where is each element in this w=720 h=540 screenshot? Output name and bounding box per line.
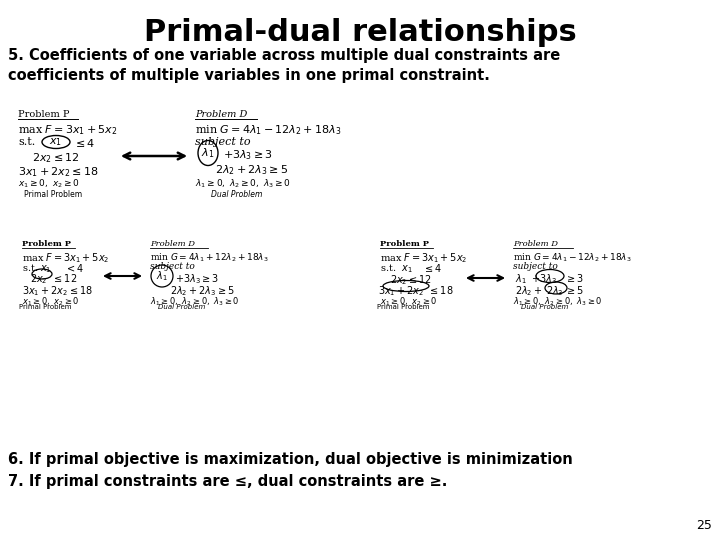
Text: subject to: subject to [195,137,251,147]
Text: $\lambda_1 \geq 0,\ \lambda_2 \geq 0,\ \lambda_3 \geq 0$: $\lambda_1 \geq 0,\ \lambda_2 \geq 0,\ \… [150,295,239,307]
Text: Primal Problem: Primal Problem [24,190,82,199]
Text: $\leq 4$: $\leq 4$ [423,262,443,274]
Text: $x_1$: $x_1$ [50,136,63,148]
Text: max $F = 3x_1 + 5x_2$: max $F = 3x_1 + 5x_2$ [18,123,117,137]
Text: $3x_1 + 2x_2 \leq 18$: $3x_1 + 2x_2 \leq 18$ [22,284,93,298]
Text: $2\lambda_2 +$: $2\lambda_2 +$ [515,284,543,298]
Text: s.t.: s.t. [18,137,35,147]
Text: $2x_2 \leq 12$: $2x_2 \leq 12$ [32,151,80,165]
Text: subject to: subject to [150,262,194,271]
Text: Problem D: Problem D [513,240,558,248]
Text: $2x_2 \leq 12$: $2x_2 \leq 12$ [390,273,432,287]
Text: min $G = 4\lambda_1 + 12\lambda_2 + 18\lambda_3$: min $G = 4\lambda_1 + 12\lambda_2 + 18\l… [150,251,269,264]
Text: 7. If primal constraints are ≤, dual constraints are ≥.: 7. If primal constraints are ≤, dual con… [8,474,447,489]
Text: $x_1 \geq 0,\ x_2 \geq 0$: $x_1 \geq 0,\ x_2 \geq 0$ [380,295,438,307]
Text: max $F = 3x_1 + 5x_2$: max $F = 3x_1 + 5x_2$ [22,251,109,265]
Text: min $G = 4\lambda_1 - 12\lambda_2 + 18\lambda_3$: min $G = 4\lambda_1 - 12\lambda_2 + 18\l… [195,123,341,137]
Text: Dual Problem: Dual Problem [158,304,206,310]
Text: Problem P: Problem P [22,240,71,248]
Text: Dual Problem: Dual Problem [521,304,569,310]
Text: 6. If primal objective is maximization, dual objective is minimization: 6. If primal objective is maximization, … [8,452,572,467]
Text: $\geq 5$: $\geq 5$ [565,284,585,296]
Text: $2\lambda_2 + 2\lambda_3 \geq 5$: $2\lambda_2 + 2\lambda_3 \geq 5$ [215,163,288,177]
Text: s.t.  $x_1$: s.t. $x_1$ [380,262,413,275]
Text: Primal Problem: Primal Problem [377,304,429,310]
Text: $\leq 18$: $\leq 18$ [428,284,454,296]
Text: $+3\lambda_3$: $+3\lambda_3$ [531,272,557,286]
Text: $2\lambda_3$: $2\lambda_3$ [546,284,564,298]
Text: Problem D: Problem D [150,240,195,248]
Text: $+ 3\lambda_3 \geq 3$: $+ 3\lambda_3 \geq 3$ [223,148,273,162]
Text: $\lambda_1$: $\lambda_1$ [515,272,527,286]
Text: $\lambda_1$: $\lambda_1$ [156,269,168,283]
Text: $\lambda_1$: $\lambda_1$ [202,146,215,160]
Text: $3x_1 + 2x_2 \leq 18$: $3x_1 + 2x_2 \leq 18$ [18,165,99,179]
Text: $\leq 12$: $\leq 12$ [52,272,77,284]
Text: $\leq 4$: $\leq 4$ [73,137,95,149]
Text: $\lambda_1 \geq 0,\ \lambda_2 \geq 0,\ \lambda_3 \geq 0$: $\lambda_1 \geq 0,\ \lambda_2 \geq 0,\ \… [513,295,603,307]
Text: $+ 3\lambda_3 \geq 3$: $+ 3\lambda_3 \geq 3$ [175,272,219,286]
Text: Problem P: Problem P [380,240,429,248]
Text: $\geq 3$: $\geq 3$ [565,272,585,284]
Text: 25: 25 [696,519,712,532]
Text: 5. Coefficients of one variable across multiple dual constraints are
coefficient: 5. Coefficients of one variable across m… [8,48,560,83]
Text: $2\lambda_2 + 2\lambda_3 \geq 5$: $2\lambda_2 + 2\lambda_3 \geq 5$ [170,284,235,298]
Text: $3x_1 + 2x_2$: $3x_1 + 2x_2$ [378,284,424,298]
Text: Problem P: Problem P [18,110,70,119]
Text: Problem D: Problem D [195,110,248,119]
Text: Primal Problem: Primal Problem [19,304,71,310]
Text: $\lambda_1 \geq 0,\ \lambda_2 \geq 0,\ \lambda_3 \geq 0$: $\lambda_1 \geq 0,\ \lambda_2 \geq 0,\ \… [195,177,291,190]
Text: Dual Problem: Dual Problem [211,190,263,199]
Text: min $G = 4\lambda_1 - 12\lambda_2 + 18\lambda_3$: min $G = 4\lambda_1 - 12\lambda_2 + 18\l… [513,251,631,264]
Text: $x_1 \geq 0,\ x_2 \geq 0$: $x_1 \geq 0,\ x_2 \geq 0$ [18,178,80,191]
Text: s.t. $x_1$: s.t. $x_1$ [22,262,52,275]
Text: Primal-dual relationships: Primal-dual relationships [143,18,577,47]
Text: $2x_2$: $2x_2$ [30,272,48,286]
Text: subject to: subject to [513,262,558,271]
Text: max $F = 3x_1 + 5x_2$: max $F = 3x_1 + 5x_2$ [380,251,467,265]
Text: $x_1 \geq 0,\ x_2 \geq 0$: $x_1 \geq 0,\ x_2 \geq 0$ [22,295,80,307]
Text: $< 4$: $< 4$ [65,262,84,274]
